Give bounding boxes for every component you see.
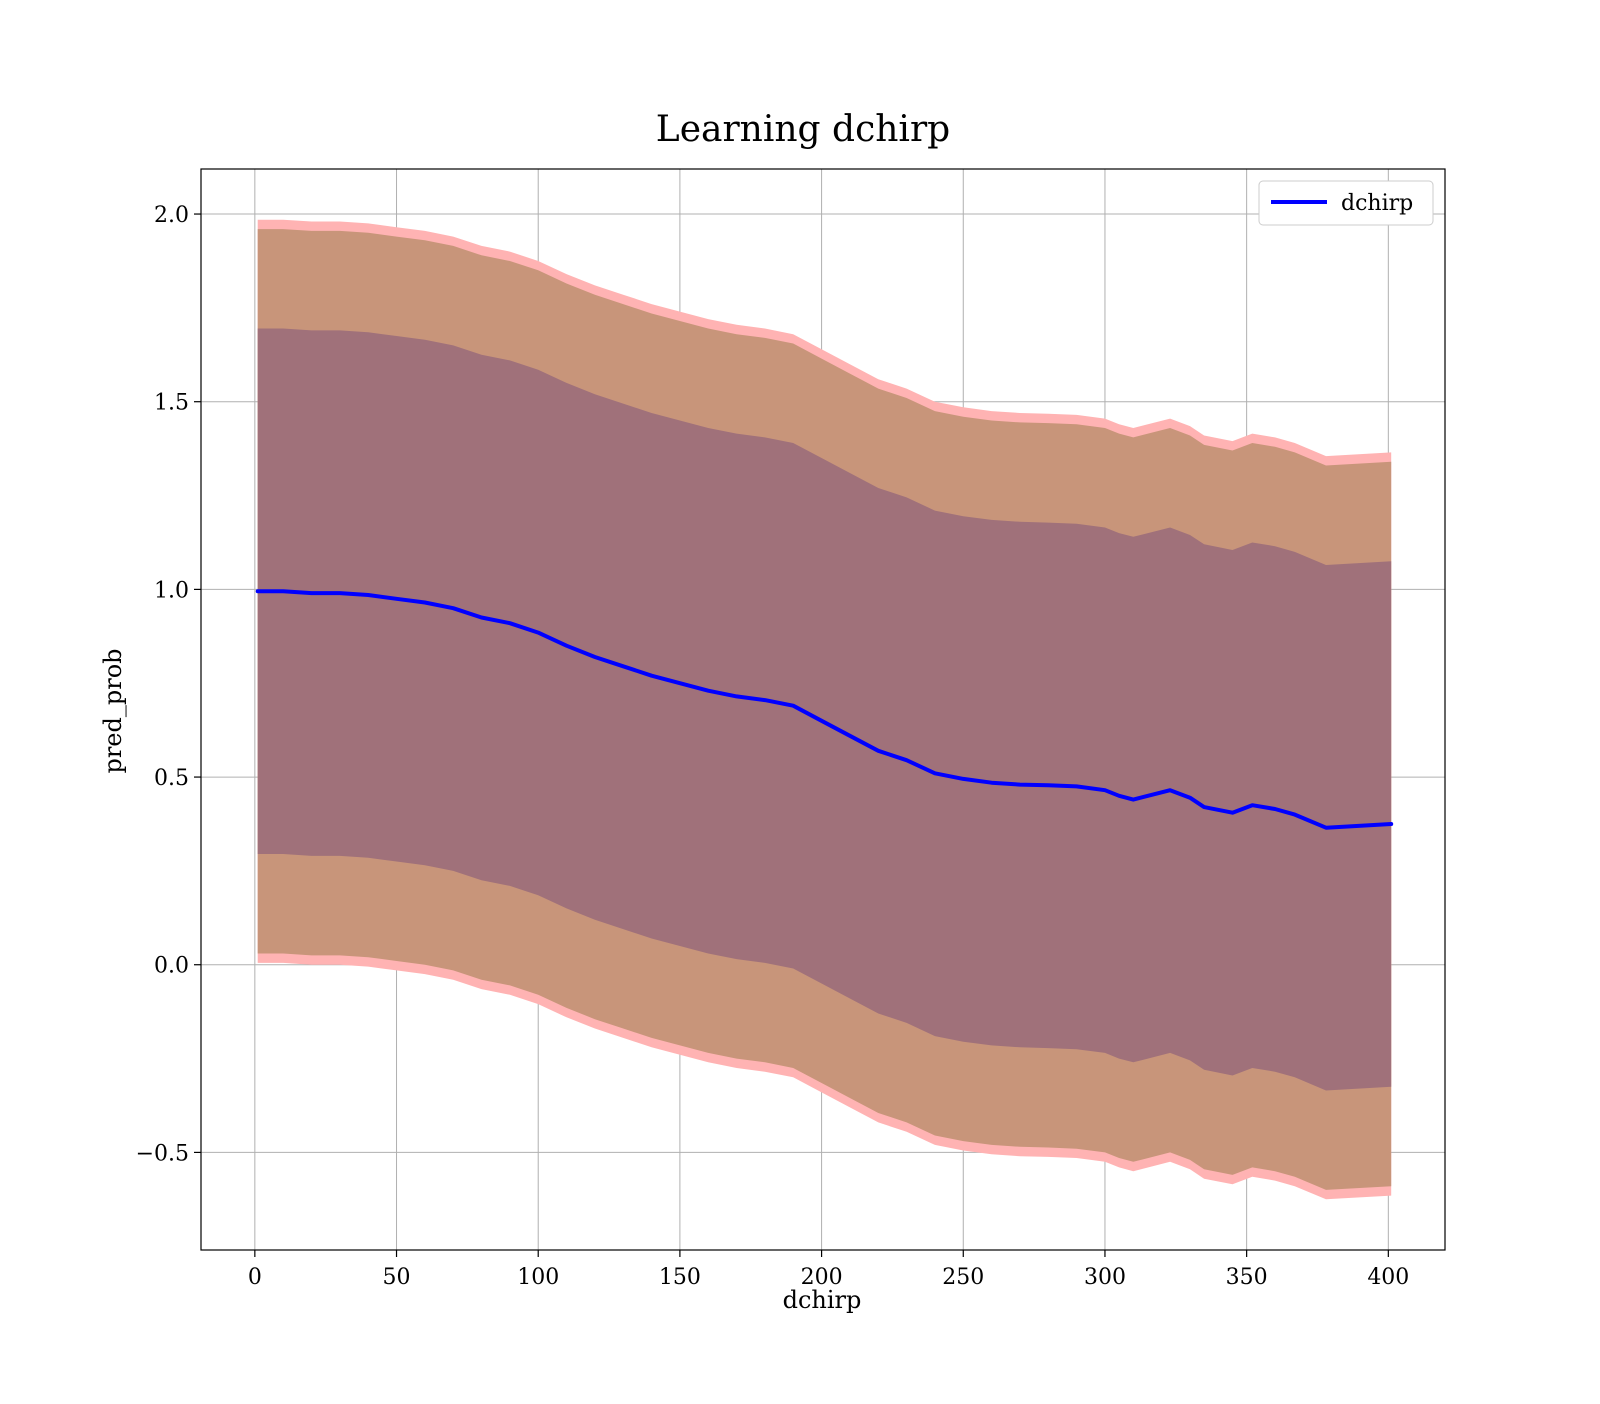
y-tick-label: 0.5 [154,766,189,791]
legend-box [1258,180,1434,226]
x-tick-label: 400 [1367,1265,1409,1290]
y-tick-label: 2.0 [154,203,189,228]
y-tick-label: −0.5 [136,1141,189,1166]
legend[interactable]: dchirp [1258,180,1434,226]
y-tick-label: 0.0 [154,954,189,979]
x-axis-ticks: 0 50 100 150 200 250 300 350 400 [248,1250,1409,1290]
x-tick-label: 250 [942,1265,984,1290]
x-tick-label: 0 [248,1265,262,1290]
x-axis-label: dchirp [783,1286,862,1314]
band-inner [257,328,1392,1091]
plot-frame [200,168,1446,1251]
legend-label-dchirp: dchirp [1341,191,1413,216]
x-tick-label: 350 [1226,1265,1268,1290]
y-tick-label: 1.5 [154,391,189,416]
series-lines [255,589,1394,830]
y-tick-label: 1.0 [154,578,189,603]
x-tick-label: 100 [517,1265,559,1290]
y-axis-ticks: −0.5 0.0 0.5 1.0 1.5 2.0 [136,203,201,1166]
y-axis-label: pred_prob [99,648,127,773]
x-tick-label: 50 [383,1265,411,1290]
x-tick-label: 200 [801,1265,843,1290]
confidence-bands [257,219,1392,1200]
chart-title: Learning dchirp [656,109,950,150]
x-tick-label: 150 [659,1265,701,1290]
x-tick-label: 300 [1084,1265,1126,1290]
series-line-dchirp [255,589,1394,830]
